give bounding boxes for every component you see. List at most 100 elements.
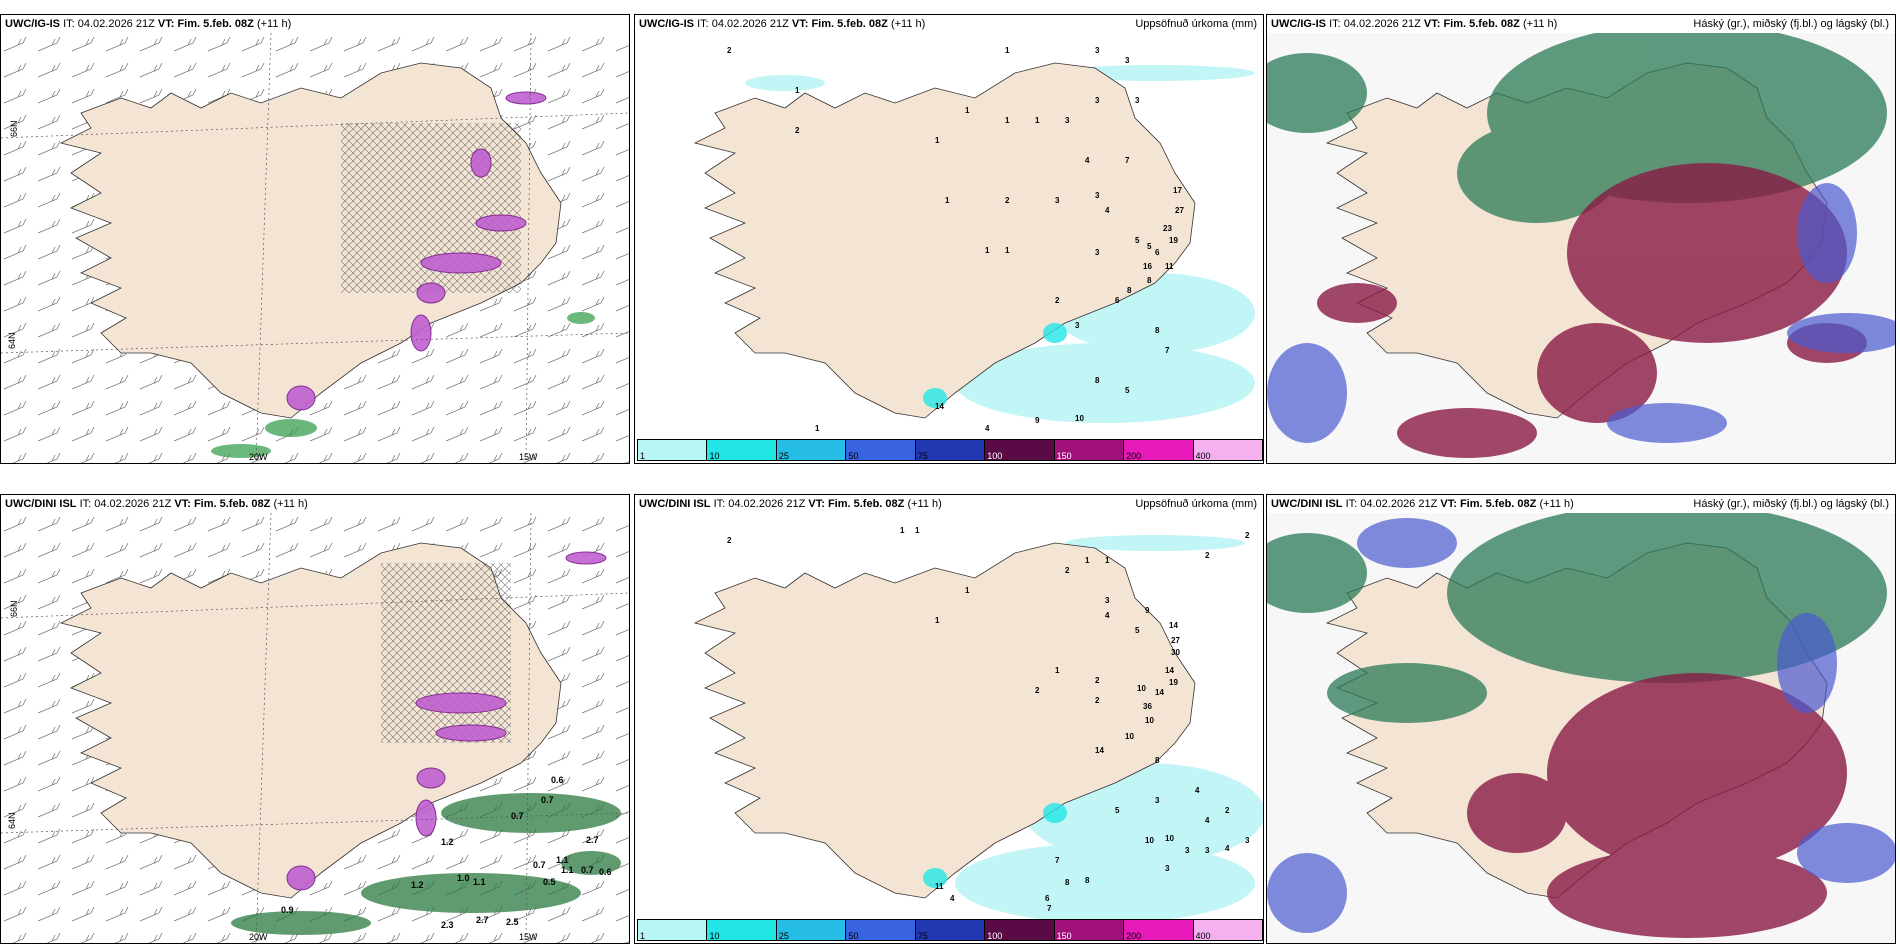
svg-text:3: 3: [1105, 596, 1110, 605]
svg-text:4: 4: [1105, 611, 1110, 620]
svg-text:23: 23: [1163, 224, 1172, 233]
precip-values: 2 1 2 1 3 3 3 1 1 1 1 3 3 4 7 2 3 3 4 17…: [727, 46, 1184, 433]
it-value: 04.02.2026 21Z: [94, 498, 172, 510]
svg-text:3: 3: [1185, 846, 1190, 855]
wind-value-labels: 0.6 0.7 0.7 1.2 2.7 1.1 0.7 1.1 0.7 0.6 …: [281, 775, 612, 930]
it-label: IT:: [63, 18, 75, 30]
svg-text:1: 1: [900, 526, 905, 535]
svg-text:1: 1: [915, 526, 920, 535]
it-value: 04.02.2026 21Z: [728, 498, 806, 510]
svg-text:2: 2: [1005, 196, 1010, 205]
svg-text:4: 4: [985, 424, 990, 433]
colorbar-segment: 200: [1124, 920, 1194, 941]
colorbar-segment: 50: [846, 920, 916, 941]
mid-cloud-areas: [1317, 163, 1867, 458]
model-name: UWC/IG-IS: [5, 18, 60, 30]
lat-label-64n: 64N: [7, 332, 17, 349]
vt-value: Fim. 5.feb. 08Z: [827, 498, 905, 510]
svg-text:36: 36: [1143, 702, 1152, 711]
svg-text:1.2: 1.2: [411, 880, 424, 890]
lon-label-15w: 15W: [519, 452, 538, 462]
wind-map: 66N 64N 20W 15W 0.6 0.7 0.7 1.2 2.7 1.1 …: [1, 513, 629, 943]
colorbar-segment: 1: [638, 920, 708, 941]
svg-text:8: 8: [1065, 878, 1070, 887]
vt-label: VT:: [1440, 498, 1457, 510]
svg-text:7: 7: [1125, 156, 1130, 165]
svg-text:1: 1: [815, 424, 820, 433]
svg-text:4: 4: [1195, 786, 1200, 795]
svg-text:19: 19: [1169, 678, 1178, 687]
panel-title: Háský (gr.), miðský (fj.bl.) og lágský (…: [1693, 18, 1889, 30]
svg-text:1: 1: [935, 136, 940, 145]
svg-text:10: 10: [1137, 684, 1146, 693]
vt-value: Fim. 5.feb. 08Z: [193, 498, 271, 510]
svg-text:2: 2: [795, 126, 800, 135]
svg-text:8: 8: [1155, 326, 1160, 335]
svg-text:2: 2: [1245, 531, 1250, 540]
svg-text:2: 2: [1225, 806, 1230, 815]
colorbar-segment: 100: [985, 920, 1055, 941]
svg-text:14: 14: [1165, 666, 1174, 675]
svg-text:8: 8: [1095, 376, 1100, 385]
it-label: IT:: [713, 498, 726, 510]
lead-time: (+11 h): [907, 498, 942, 510]
svg-text:4: 4: [1225, 844, 1230, 853]
lon-label-20w: 20W: [249, 452, 268, 462]
svg-text:3: 3: [1095, 248, 1100, 257]
lead-time: (+11 h): [273, 498, 308, 510]
map-panel-dini-isl-precip: UWC/DINI ISL IT: 04.02.2026 21Z VT: Fim.…: [634, 494, 1264, 944]
svg-text:2.7: 2.7: [586, 835, 599, 845]
svg-text:1: 1: [1105, 556, 1110, 565]
lead-time: (+11 h): [890, 18, 926, 30]
svg-text:2.7: 2.7: [476, 915, 489, 925]
svg-text:1: 1: [1055, 666, 1060, 675]
it-label: IT:: [1345, 498, 1358, 510]
colorbar-segment: 10: [707, 920, 777, 941]
colorbar-segment: 100: [985, 440, 1055, 461]
colorbar-segment: 50: [846, 440, 916, 461]
colorbar-segment: 10: [707, 440, 777, 461]
low-cloud-areas: [1267, 518, 1895, 933]
svg-text:3: 3: [1125, 56, 1130, 65]
it-label: IT:: [79, 498, 92, 510]
colorbar-segment: 25: [776, 920, 847, 941]
colorbar-segment: 150: [1054, 920, 1125, 941]
it-value: 04.02.2026 21Z: [711, 18, 789, 30]
svg-text:1: 1: [1035, 116, 1040, 125]
svg-text:4: 4: [1105, 206, 1110, 215]
svg-text:3: 3: [1095, 46, 1100, 55]
svg-text:8: 8: [1147, 276, 1152, 285]
svg-text:4: 4: [1085, 156, 1090, 165]
cloud-map: [1267, 33, 1895, 463]
svg-text:11: 11: [1165, 262, 1174, 271]
svg-text:1: 1: [1005, 116, 1010, 125]
svg-text:16: 16: [1143, 262, 1152, 271]
colorbar-segment: 200: [1124, 440, 1194, 461]
svg-text:3: 3: [1155, 796, 1160, 805]
high-cloud-areas: [1267, 513, 1887, 723]
svg-text:4: 4: [1205, 816, 1210, 825]
lon-label-15w: 15W: [519, 932, 538, 942]
svg-text:1: 1: [1005, 46, 1010, 55]
svg-text:5: 5: [1135, 626, 1140, 635]
map-panel-ig-is-wind: UWC/IG-IS IT: 04.02.2026 21Z VT: Fim. 5.…: [0, 14, 630, 464]
vt-label: VT:: [157, 18, 175, 30]
it-value: 04.02.2026 21Z: [77, 18, 155, 30]
colorbar-segment: 75: [915, 440, 986, 461]
lead-time: (+11 h): [1539, 498, 1574, 510]
vt-label: VT:: [808, 498, 825, 510]
svg-text:2: 2: [727, 536, 732, 545]
svg-text:8: 8: [1085, 876, 1090, 885]
svg-text:0.7: 0.7: [533, 860, 546, 870]
vt-value: Fim. 5.feb. 08Z: [1443, 18, 1520, 30]
svg-text:0.9: 0.9: [281, 905, 294, 915]
svg-text:5: 5: [1115, 806, 1120, 815]
svg-text:1: 1: [1005, 246, 1010, 255]
svg-text:3: 3: [1245, 836, 1250, 845]
colorbar-segment: 25: [776, 440, 847, 461]
svg-text:6: 6: [1155, 248, 1160, 257]
svg-text:2.5: 2.5: [506, 917, 519, 927]
model-name: UWC/DINI ISL: [639, 498, 711, 510]
svg-text:0.7: 0.7: [581, 865, 594, 875]
svg-text:9: 9: [1035, 416, 1040, 425]
